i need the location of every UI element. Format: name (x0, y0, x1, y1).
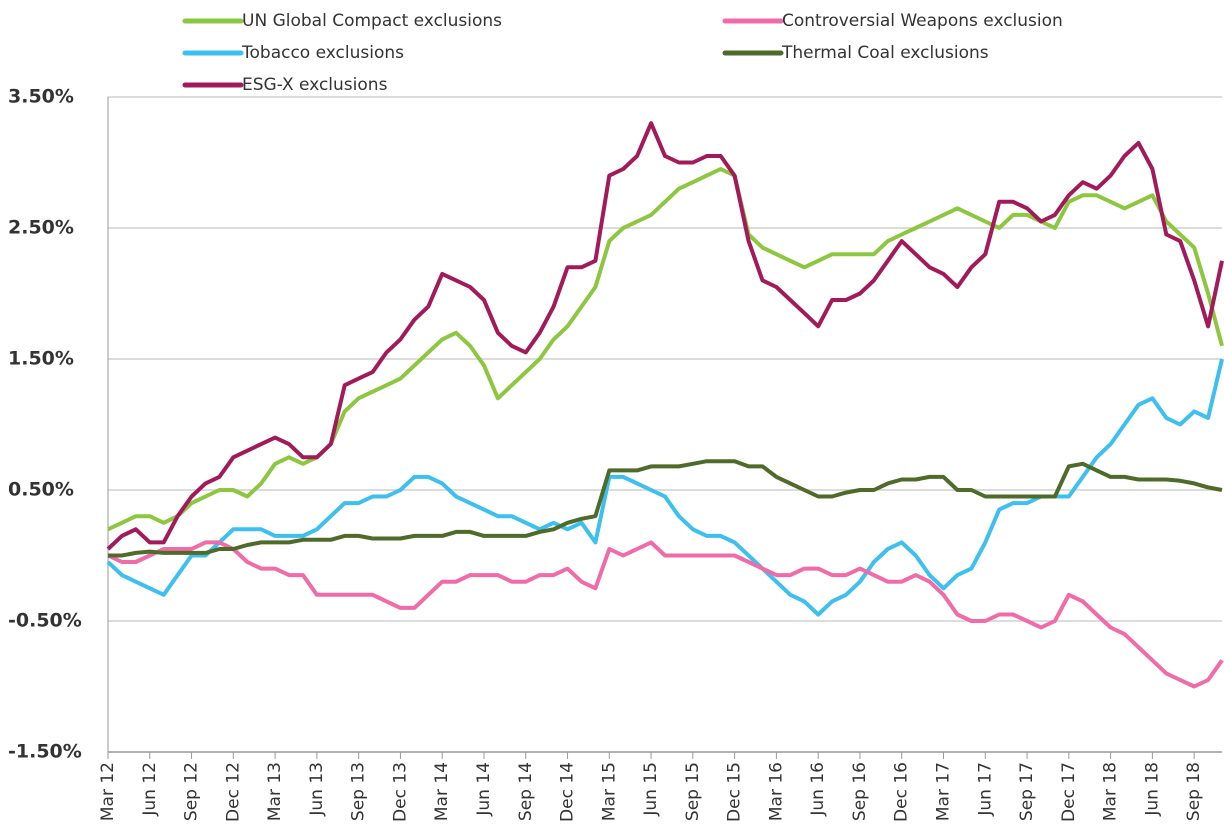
x-tick-label: Mar 12 (98, 762, 118, 821)
x-tick-label: Mar 13 (265, 762, 285, 821)
x-tick-label: Mar 17 (934, 762, 954, 821)
x-tick-label: Mar 18 (1101, 762, 1121, 821)
x-tick-label: Sep 18 (1184, 762, 1204, 821)
y-tick-label: -1.50% (8, 741, 82, 763)
x-tick-label: Mar 14 (432, 762, 452, 821)
legend-label: Controversial Weapons exclusion (782, 11, 1063, 31)
x-tick-label: Sep 12 (182, 762, 202, 821)
x-tick-label: Jun 13 (307, 762, 327, 817)
x-tick-label: Jun 14 (474, 762, 494, 817)
x-tick-label: Jun 15 (641, 762, 661, 817)
y-tick-label: -0.50% (8, 610, 82, 632)
x-tick-label: Mar 15 (599, 762, 619, 821)
x-tick-label: Dec 15 (725, 762, 745, 822)
legend-label: ESG-X exclusions (242, 75, 388, 95)
series-line (106, 358, 1224, 617)
legend-label: Tobacco exclusions (241, 43, 404, 63)
series-line (107, 167, 1224, 532)
x-tick-label: Dec 13 (390, 762, 410, 822)
y-tick-label: 2.50% (8, 217, 74, 239)
x-tick-label: Jun 18 (1142, 762, 1162, 817)
x-tick-label: Mar 16 (766, 762, 786, 821)
x-tick-label: Dec 14 (558, 762, 578, 822)
x-tick-label: Jun 12 (140, 762, 160, 817)
series-line (107, 540, 1224, 689)
x-tick-label: Jun 17 (975, 762, 995, 817)
x-tick-label: Sep 16 (850, 762, 870, 821)
x-tick-label: Dec 17 (1059, 762, 1079, 822)
y-tick-label: 1.50% (8, 348, 74, 370)
legend-label: Thermal Coal exclusions (781, 43, 989, 63)
x-tick-label: Dec 16 (892, 762, 912, 822)
series-line (108, 459, 1223, 558)
x-tick-label: Sep 13 (349, 762, 369, 821)
x-tick-label: Sep 14 (516, 762, 536, 821)
legend-label: UN Global Compact exclusions (242, 11, 502, 31)
x-tick-label: Sep 15 (683, 762, 703, 821)
x-tick-label: Sep 17 (1017, 762, 1037, 821)
x-tick-label: Dec 12 (223, 762, 243, 822)
y-tick-label: 3.50% (8, 86, 74, 108)
series-line (106, 121, 1224, 551)
y-tick-label: 0.50% (8, 479, 74, 501)
x-tick-label: Jun 16 (808, 762, 828, 817)
